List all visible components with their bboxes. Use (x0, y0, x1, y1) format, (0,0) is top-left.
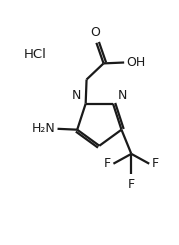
Text: O: O (91, 26, 100, 39)
Text: F: F (128, 178, 135, 191)
Text: F: F (151, 157, 158, 170)
Text: H₂N: H₂N (32, 122, 55, 135)
Text: OH: OH (126, 56, 146, 69)
Text: N: N (72, 89, 81, 102)
Text: F: F (104, 157, 111, 170)
Text: N: N (117, 89, 127, 102)
Text: HCl: HCl (23, 48, 46, 61)
